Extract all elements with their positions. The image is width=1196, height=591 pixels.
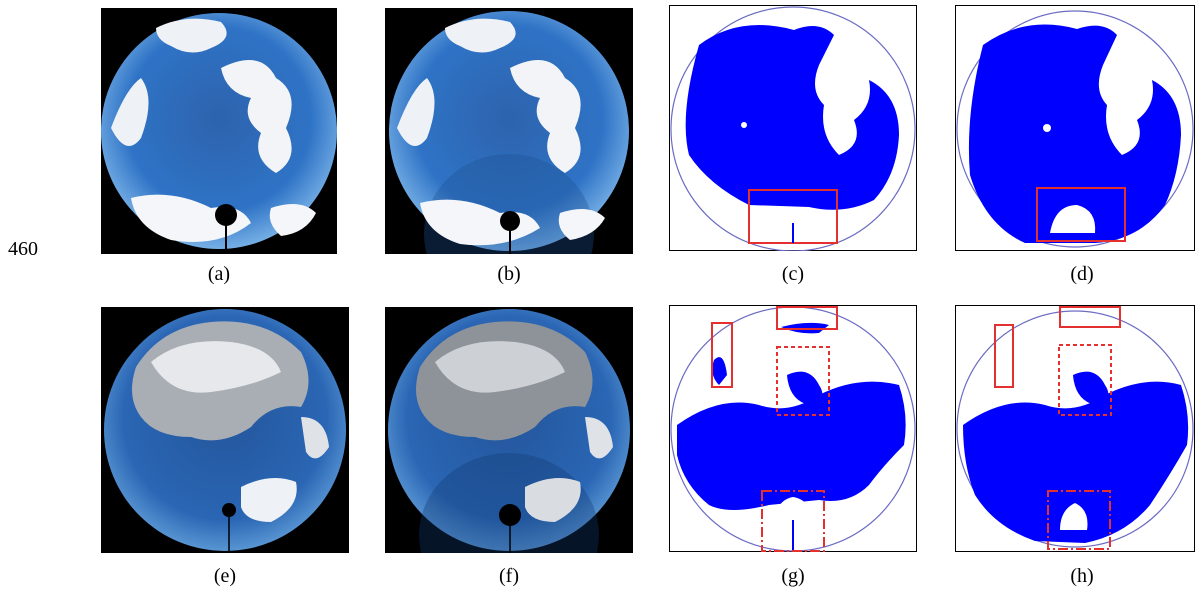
panel-f-image: [385, 307, 633, 553]
panel-d-image: [955, 5, 1195, 251]
panel-h-caption: (h): [1070, 565, 1094, 587]
panel-c-caption: (c): [781, 263, 805, 285]
panel-b-image: [385, 8, 633, 254]
panel-h-image: [955, 305, 1195, 553]
panel-f-caption: (f): [499, 565, 519, 587]
panel-a-caption: (a): [207, 263, 231, 285]
line-number: 460: [8, 238, 38, 260]
panel-b-caption: (b): [497, 263, 521, 285]
panel-g-image: [669, 305, 917, 553]
panel-e-image: [101, 307, 349, 553]
panel-a-image: [101, 8, 337, 254]
panel-g-caption: (g): [781, 565, 805, 587]
panel-d-caption: (d): [1070, 263, 1094, 285]
panel-c-image: [669, 5, 917, 251]
panel-e-caption: (e): [213, 565, 237, 587]
